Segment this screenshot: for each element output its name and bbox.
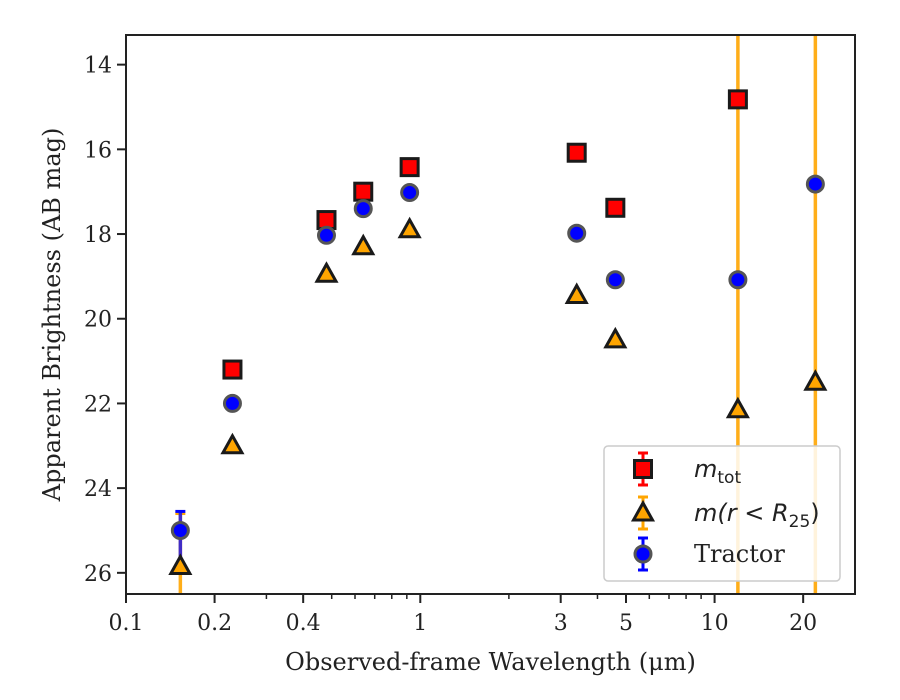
- y-tick-label: 18: [84, 223, 112, 248]
- x-tick-label: 0.2: [197, 611, 232, 636]
- x-tick-label: 0.1: [109, 611, 144, 636]
- data-point-square: [727, 89, 748, 110]
- data-point-triangle: [397, 216, 422, 239]
- legend-marker-triangle: [630, 499, 656, 522]
- x-tick-label: 5: [619, 611, 633, 636]
- data-point-triangle: [603, 326, 628, 349]
- data-point-square: [605, 197, 626, 218]
- y-tick-label: 24: [84, 477, 112, 502]
- data-point-circle: [353, 199, 373, 219]
- data-point-circle: [316, 225, 336, 245]
- data-point-circle: [222, 393, 242, 413]
- y-tick-label: 22: [84, 392, 112, 417]
- data-point-circle: [400, 183, 420, 203]
- data-point-triangle: [314, 261, 339, 283]
- data-point-triangle: [725, 396, 750, 419]
- y-tick-label: 20: [84, 308, 112, 333]
- axes-frame: [125, 34, 856, 595]
- data-point-circle: [805, 174, 825, 194]
- y-tick-label: 26: [84, 562, 112, 587]
- legend-label-sub: tot: [717, 468, 741, 488]
- legend-marker-circle: [633, 544, 653, 564]
- data-point-triangle: [168, 553, 193, 575]
- data-point-square: [566, 142, 587, 163]
- x-tick-label: 0.4: [286, 611, 321, 636]
- data-point-square: [222, 359, 243, 380]
- data-point-square: [399, 157, 420, 178]
- plot-area: [168, 35, 828, 594]
- y-tick-label: 16: [84, 138, 112, 163]
- legend-label-tail: ): [810, 499, 819, 527]
- legend-label-sub: 25: [789, 512, 811, 532]
- data-point-square: [353, 181, 374, 202]
- legend-label-main: m(r < R: [694, 499, 789, 527]
- legend-label: mtot: [694, 455, 741, 488]
- legend-label: Tractor: [694, 540, 785, 568]
- data-point-circle: [170, 520, 190, 540]
- data-point-triangle: [564, 282, 589, 304]
- legend: mtot m(r < R25) Tractor: [603, 445, 841, 582]
- y-tick-label: 14: [84, 54, 112, 79]
- x-axis-label: Observed-frame Wavelength (μm): [285, 648, 696, 676]
- legend-label-main: Tractor: [694, 540, 785, 568]
- data-point-triangle: [803, 369, 828, 391]
- x-tick-label: 1: [413, 611, 427, 636]
- x-tick-label: 20: [789, 611, 817, 636]
- data-point-circle: [728, 270, 748, 290]
- axis-ticks: 0.1 0.2 0.4 1 3 5 10 20 14 16 18 20 22 24 26: [84, 54, 817, 636]
- y-axis-label: Apparent Brightness (AB mag): [38, 128, 66, 503]
- legend-label: m(r < R25): [694, 499, 820, 532]
- data-point-triangle: [351, 233, 376, 256]
- legend-label-main: m: [694, 455, 717, 483]
- legend-box: [603, 445, 841, 582]
- data-point-triangle: [220, 432, 245, 455]
- data-point-circle: [567, 223, 587, 243]
- x-tick-label: 10: [701, 611, 729, 636]
- legend-marker-square: [633, 459, 653, 479]
- x-tick-label: 3: [554, 611, 568, 636]
- data-point-circle: [605, 270, 625, 290]
